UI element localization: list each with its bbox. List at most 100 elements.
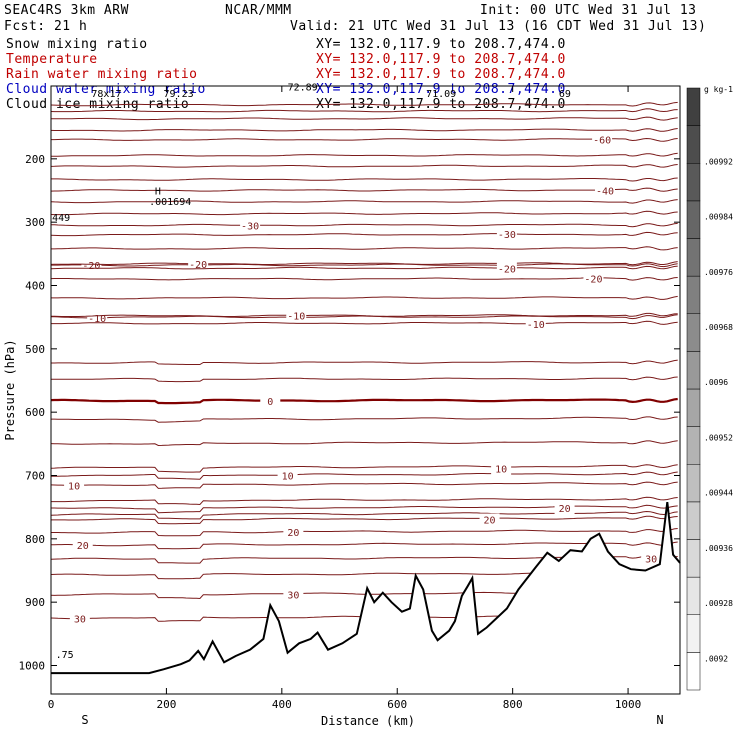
colorbar-tick-label: .00976 [704, 268, 733, 277]
temperature-contour-line [50, 199, 678, 204]
plot-annotation: 449 [52, 213, 70, 224]
colorbar-swatch [686, 426, 701, 465]
plot-annotation: H [155, 186, 161, 197]
contour-label-bg [554, 501, 575, 515]
contour-label: -10 [287, 312, 305, 323]
center-title: NCAR/MMM [225, 3, 292, 18]
terrain-line [51, 501, 681, 675]
init-time: Init: 00 UTC Wed 31 Jul 13 [480, 3, 697, 18]
colorbar-swatch [686, 125, 701, 164]
temperature-contour-line [51, 504, 678, 514]
contour-label-bg [277, 469, 298, 483]
contour-label: 30 [645, 554, 657, 565]
colorbar-swatch [686, 313, 701, 352]
x-axis-title: Distance (km) [321, 714, 415, 728]
legend-temp-label: Temperature [6, 52, 98, 67]
colorbar-tick-label: .00984 [704, 213, 733, 222]
colorbar-swatch [686, 238, 701, 277]
contour-label: -60 [593, 136, 611, 147]
temperature-contour-line [51, 320, 678, 325]
contour-label-bg [188, 258, 209, 272]
colorbar-swatch [686, 652, 701, 691]
temperature-contour-line [50, 152, 678, 157]
contour-label: 20 [77, 541, 89, 552]
colorbar-swatch [686, 464, 701, 503]
temperature-contour-line [51, 471, 678, 480]
temperature-contour-line [51, 376, 678, 383]
contour-label: -30 [498, 230, 516, 241]
valid-time: Valid: 21 UTC Wed 31 Jul 13 (16 CDT Wed … [290, 19, 706, 34]
contour-label-bg [69, 612, 90, 626]
contour-label-bg [240, 219, 261, 233]
colorbar-swatch [686, 614, 701, 653]
temperature-contour-line [50, 210, 678, 216]
temperature-contour-line [50, 312, 678, 317]
y-tick-label: 700 [25, 470, 45, 483]
contour-label-bg [583, 272, 604, 286]
contour-label-bg [286, 309, 307, 323]
colorbar: .0092 .00928 .00936 .00944 .00952 .0096 .00968… [686, 87, 733, 691]
colorbar-swatch [686, 275, 701, 314]
temperature-contour-line [50, 481, 678, 489]
colorbar-tick-label: .0092 [704, 654, 728, 663]
contour-label: 10 [495, 464, 507, 475]
contour-label: 30 [74, 615, 86, 626]
contour-label: 10 [282, 472, 294, 483]
plot-frame [50, 85, 681, 695]
colorbar-swatch [686, 200, 701, 239]
x-tick-label: 200 [156, 698, 176, 711]
temperature-contour-line [51, 541, 678, 550]
temperature-contour-line [50, 222, 678, 228]
contour-label-bg [496, 228, 517, 242]
terrain-layer [51, 501, 681, 694]
contour-label: -30 [241, 222, 259, 233]
legend-snow-xy: XY= 132.0,117.9 to 208.7,474.0 [316, 37, 566, 52]
plot-annotation: .001694 [149, 197, 191, 208]
north-label: N [656, 713, 663, 727]
model-title: SEAC4RS 3km ARW [4, 3, 129, 18]
temperature-contour-line [50, 277, 678, 281]
temperature-contour-line [51, 359, 678, 365]
colorbar-swatch [686, 576, 701, 615]
contour-label: -10 [527, 320, 545, 331]
contour-label-bg [479, 513, 500, 527]
axes: 0 200 400 600 800 100020030040050060070080090… [19, 86, 680, 711]
x-tick-label: 800 [503, 698, 523, 711]
temperature-contour-line [50, 187, 678, 192]
plot-annotation: .75 [56, 650, 74, 661]
plot-annotation: 79.23 [164, 89, 194, 100]
colorbar-tick-label: .00952 [704, 433, 733, 442]
plot-annotation: 78x17 [91, 89, 121, 100]
contour-label: -20 [498, 264, 516, 275]
temperature-contour-line [50, 261, 678, 266]
contour-label-bg [283, 526, 304, 540]
colorbar-swatch [686, 351, 701, 390]
temperature-contour-line [51, 295, 678, 300]
y-tick-label: 1000 [19, 660, 46, 673]
legend-temp-xy: XY= 132.0,117.9 to 208.7,474.0 [316, 52, 566, 67]
contour-label-bg [260, 394, 281, 408]
colorbar-swatch [686, 163, 701, 202]
contour-label: 10 [68, 481, 80, 492]
temperature-contour-line [51, 416, 678, 423]
contour-label: -20 [189, 260, 207, 271]
temperature-contour-line [50, 464, 678, 473]
y-tick-label: 200 [25, 153, 45, 166]
contour-label-bg [641, 552, 662, 566]
legend-snow-label: Snow mixing ratio [6, 37, 148, 52]
legend-cloudice-label: Cloud ice mixing ratio [6, 97, 189, 112]
plot-annotations: H.001694 449 72.89 78x17 79.23 71.09 69 .75 [52, 82, 571, 660]
contour-label-bg [496, 262, 517, 276]
colorbar-swatch [686, 87, 701, 126]
contour-label: -20 [82, 261, 100, 272]
colorbar-tick-label: .00928 [704, 599, 733, 608]
south-label: S [81, 713, 88, 727]
contour-label: -40 [596, 186, 614, 197]
contour-label-bg [72, 538, 93, 552]
temperature-contour-line [50, 397, 678, 405]
contour-label-bg [594, 184, 615, 198]
colorbar-tick-label: .00944 [704, 489, 733, 498]
x-tick-label: 400 [272, 698, 292, 711]
legend-rain-label: Rain water mixing ratio [6, 67, 198, 82]
